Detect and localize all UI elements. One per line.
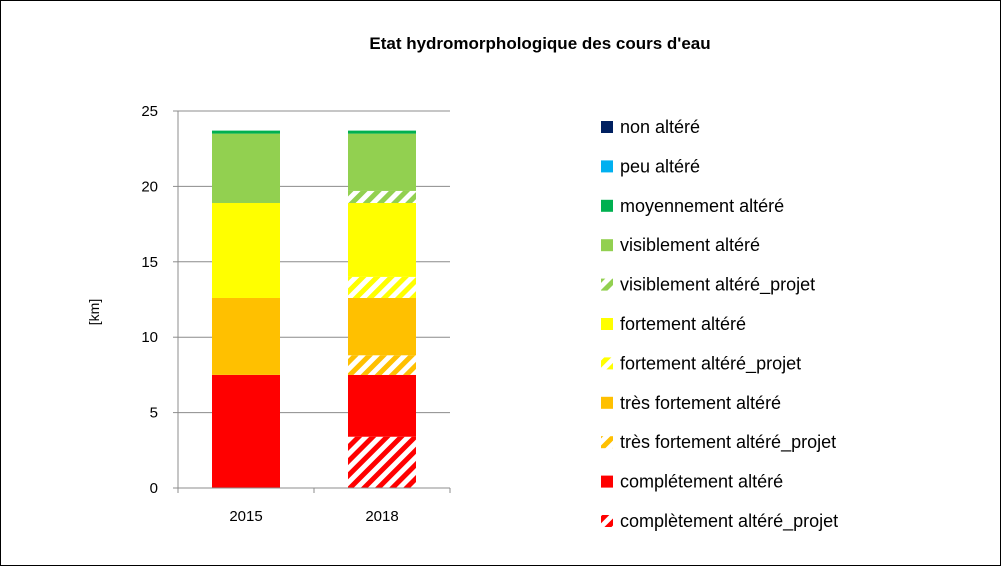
legend-label: non altéré bbox=[620, 117, 700, 137]
legend-label: très fortement altéré_projet bbox=[620, 432, 836, 453]
legend-swatch bbox=[601, 515, 613, 527]
y-tick-label: 5 bbox=[150, 405, 158, 422]
bar-segment-fortement-altere-2015 bbox=[212, 202, 280, 298]
bar-segment-tres-fortement-altere-projet-2018 bbox=[348, 355, 416, 375]
chart-title: Etat hydromorphologique des cours d'eau bbox=[369, 34, 711, 53]
bar-segment-visiblement-altere-2018 bbox=[348, 133, 416, 191]
legend-swatch bbox=[601, 160, 613, 173]
bar-segment-visiblement-altere-projet-2018 bbox=[348, 190, 416, 203]
legend-label: fortement altéré_projet bbox=[620, 353, 801, 374]
bar-segment-fortement-altere-2018 bbox=[348, 202, 416, 277]
legend-label: fortement altéré bbox=[620, 314, 746, 334]
y-tick-label: 25 bbox=[141, 103, 158, 120]
axes: 0 5 10 15 20 25 2015 2018 bbox=[141, 103, 451, 525]
bar-segment-completement-altere-projet-2018 bbox=[348, 436, 416, 488]
legend-swatch bbox=[601, 318, 613, 330]
bar-segment-moyennement-altere-2018 bbox=[348, 130, 416, 134]
legend-swatch bbox=[601, 239, 613, 252]
legend-label: très fortement altéré bbox=[620, 393, 781, 413]
legend: non altéré peu altéré moyennement altéré vi… bbox=[601, 117, 838, 532]
legend-swatch bbox=[601, 199, 613, 212]
bar-segment-tres-fortement-altere-2018 bbox=[348, 297, 416, 356]
y-tick-label: 15 bbox=[141, 254, 158, 271]
legend-swatch bbox=[601, 357, 613, 370]
bar-segment-completement-altere-2018 bbox=[348, 374, 416, 437]
y-tick-label: 10 bbox=[141, 329, 158, 346]
legend-label: peu altéré bbox=[620, 156, 700, 176]
bars bbox=[212, 130, 416, 488]
legend-swatch bbox=[601, 396, 613, 409]
bar-segment-completement-altere-2015 bbox=[212, 374, 280, 488]
legend-label: complètement altéré_projet bbox=[620, 511, 838, 532]
bar-segment-fortement-altere-projet-2018 bbox=[348, 276, 416, 298]
legend-label: visiblement altéré_projet bbox=[620, 275, 815, 296]
legend-swatch bbox=[601, 436, 613, 449]
bar-segment-visiblement-altere-2015 bbox=[212, 133, 280, 203]
bar-segment-tres-fortement-altere-2015 bbox=[212, 297, 280, 375]
x-tick-label: 2015 bbox=[229, 508, 262, 525]
y-tick-label: 0 bbox=[150, 480, 158, 497]
legend-label: moyennement altéré bbox=[620, 196, 784, 216]
legend-swatch bbox=[601, 475, 613, 488]
legend-swatch bbox=[601, 278, 613, 291]
x-tick-label: 2018 bbox=[365, 508, 398, 525]
legend-swatch bbox=[601, 121, 613, 133]
legend-label: complétement altéré bbox=[620, 472, 783, 492]
y-tick-label: 20 bbox=[141, 178, 158, 195]
bar-segment-moyennement-altere-2015 bbox=[212, 130, 280, 134]
legend-label: visiblement altéré bbox=[620, 235, 760, 255]
